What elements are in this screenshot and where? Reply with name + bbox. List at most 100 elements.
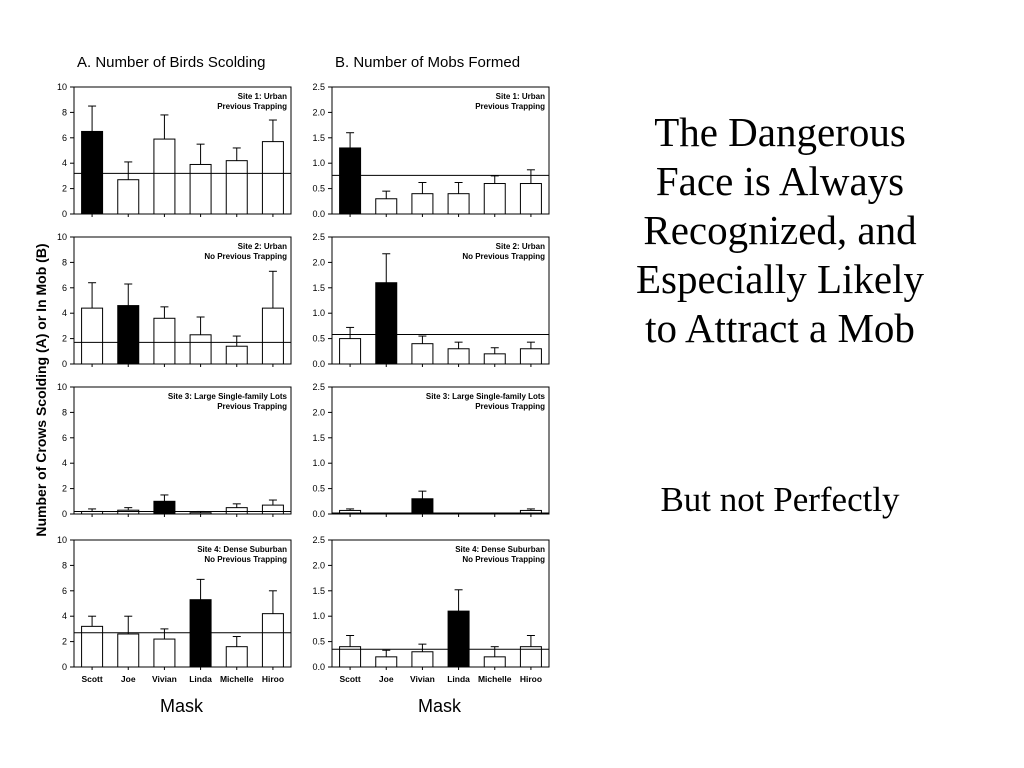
x-tick-label: Scott [339, 674, 360, 684]
bar-michelle [483, 656, 506, 668]
panel-frame [73, 386, 292, 515]
x-tick-label: Michelle [478, 674, 512, 684]
panel-frame [73, 86, 292, 215]
x-tick-label: Linda [447, 674, 470, 684]
x-axis-label-b: Mask [418, 696, 462, 716]
site-label: Site 1: Urban [238, 92, 287, 101]
bar-scott [339, 147, 362, 215]
slide-title-line: Especially Likely [635, 256, 925, 302]
y-tick-label: 1.5 [312, 133, 325, 143]
bar-linda [447, 610, 470, 668]
y-tick-label: 2 [62, 184, 67, 194]
site-label: Site 4: Dense Suburban [197, 545, 287, 554]
y-tick-label: 1.0 [312, 458, 325, 468]
bar-scott [81, 307, 104, 365]
y-tick-label: 0.0 [312, 509, 325, 519]
y-tick-label: 4 [62, 458, 67, 468]
y-tick-label: 2.5 [312, 82, 325, 92]
y-tick-label: 4 [62, 308, 67, 318]
bar-vivian [411, 498, 434, 515]
bar-hiroo [261, 504, 284, 515]
y-tick-label: 2.5 [312, 232, 325, 242]
slide-title-line: Face is Always [655, 158, 905, 204]
bar-hiroo [519, 183, 542, 215]
panel-a-site-3: 0 2 4 6 8 10 Site 3: Large Single-family LotsP… [57, 382, 292, 519]
bar-hiroo [261, 613, 284, 668]
bar-joe [375, 198, 398, 215]
x-tick-label: Vivian [410, 674, 435, 684]
y-tick-label: 1.0 [312, 308, 325, 318]
y-tick-label: 0 [62, 662, 67, 672]
y-tick-label: 1.0 [312, 611, 325, 621]
y-tick-label: 4 [62, 158, 67, 168]
y-tick-label: 10 [57, 382, 67, 392]
site-label: Site 3: Large Single-family Lots [168, 392, 288, 401]
bar-joe [117, 633, 140, 668]
bar-linda [189, 512, 212, 515]
x-tick-label: Linda [189, 674, 212, 684]
panel-b-site-4: 0.0 0.5 1.0 1.5 2.0 2.5 Site 4: Dense Suburban… [312, 535, 550, 684]
site-label: Previous Trapping [217, 102, 287, 111]
y-tick-label: 2 [62, 484, 67, 494]
y-tick-label: 8 [62, 107, 67, 117]
slide-title-line: Recognized, and [643, 207, 917, 253]
bar-joe [375, 282, 398, 365]
y-tick-label: 6 [62, 133, 67, 143]
panel-frame [331, 236, 550, 365]
y-tick-label: 1.5 [312, 283, 325, 293]
bar-michelle [225, 345, 248, 365]
bar-michelle [483, 183, 506, 215]
x-tick-label: Vivian [152, 674, 177, 684]
y-tick-label: 0 [62, 509, 67, 519]
panel-frame [331, 386, 550, 515]
y-tick-label: 6 [62, 433, 67, 443]
y-tick-label: 6 [62, 586, 67, 596]
y-tick-label: 1.0 [312, 158, 325, 168]
bar-linda [447, 348, 470, 365]
y-tick-label: 2.5 [312, 382, 325, 392]
y-tick-label: 10 [57, 535, 67, 545]
bar-hiroo [519, 348, 542, 365]
site-label: Site 2: Urban [496, 242, 545, 251]
bar-joe [375, 656, 398, 668]
bar-hiroo [261, 307, 284, 365]
y-tick-label: 0.5 [312, 334, 325, 344]
x-tick-label: Joe [121, 674, 136, 684]
bar-michelle [225, 507, 248, 515]
bar-vivian [411, 193, 434, 215]
panel-b-site-1: 0.0 0.5 1.0 1.5 2.0 2.5 Site 1: UrbanPrevious … [312, 82, 550, 219]
site-label: Site 4: Dense Suburban [455, 545, 545, 554]
site-label: No Previous Trapping [204, 252, 287, 261]
bar-hiroo [261, 141, 284, 215]
y-tick-label: 0 [62, 359, 67, 369]
y-tick-label: 2 [62, 334, 67, 344]
x-tick-label: Michelle [220, 674, 254, 684]
x-tick-label: Hiroo [262, 674, 284, 684]
y-tick-label: 2.0 [312, 107, 325, 117]
bar-michelle [225, 160, 248, 215]
site-label: Previous Trapping [475, 402, 545, 411]
panel-b-site-3: 0.0 0.5 1.0 1.5 2.0 2.5 Site 3: Large Single-f… [312, 382, 550, 519]
bar-linda [189, 334, 212, 365]
bar-vivian [411, 343, 434, 365]
y-tick-label: 4 [62, 611, 67, 621]
y-tick-label: 0.0 [312, 209, 325, 219]
slide-title-line: The Dangerous [654, 109, 906, 155]
bar-linda [189, 599, 212, 668]
site-label: Previous Trapping [475, 102, 545, 111]
bar-michelle [225, 646, 248, 668]
y-tick-label: 1.5 [312, 586, 325, 596]
bar-linda [189, 163, 212, 215]
column-b-title: B. Number of Mobs Formed [335, 54, 521, 71]
slide-title: The Dangerous Face is Always Recognized,… [585, 108, 975, 353]
bar-scott [339, 338, 362, 365]
bar-joe [117, 305, 140, 365]
y-tick-label: 0.5 [312, 184, 325, 194]
bar-scott [81, 130, 104, 215]
y-tick-label: 8 [62, 560, 67, 570]
bar-hiroo [519, 646, 542, 668]
bar-joe [117, 179, 140, 215]
